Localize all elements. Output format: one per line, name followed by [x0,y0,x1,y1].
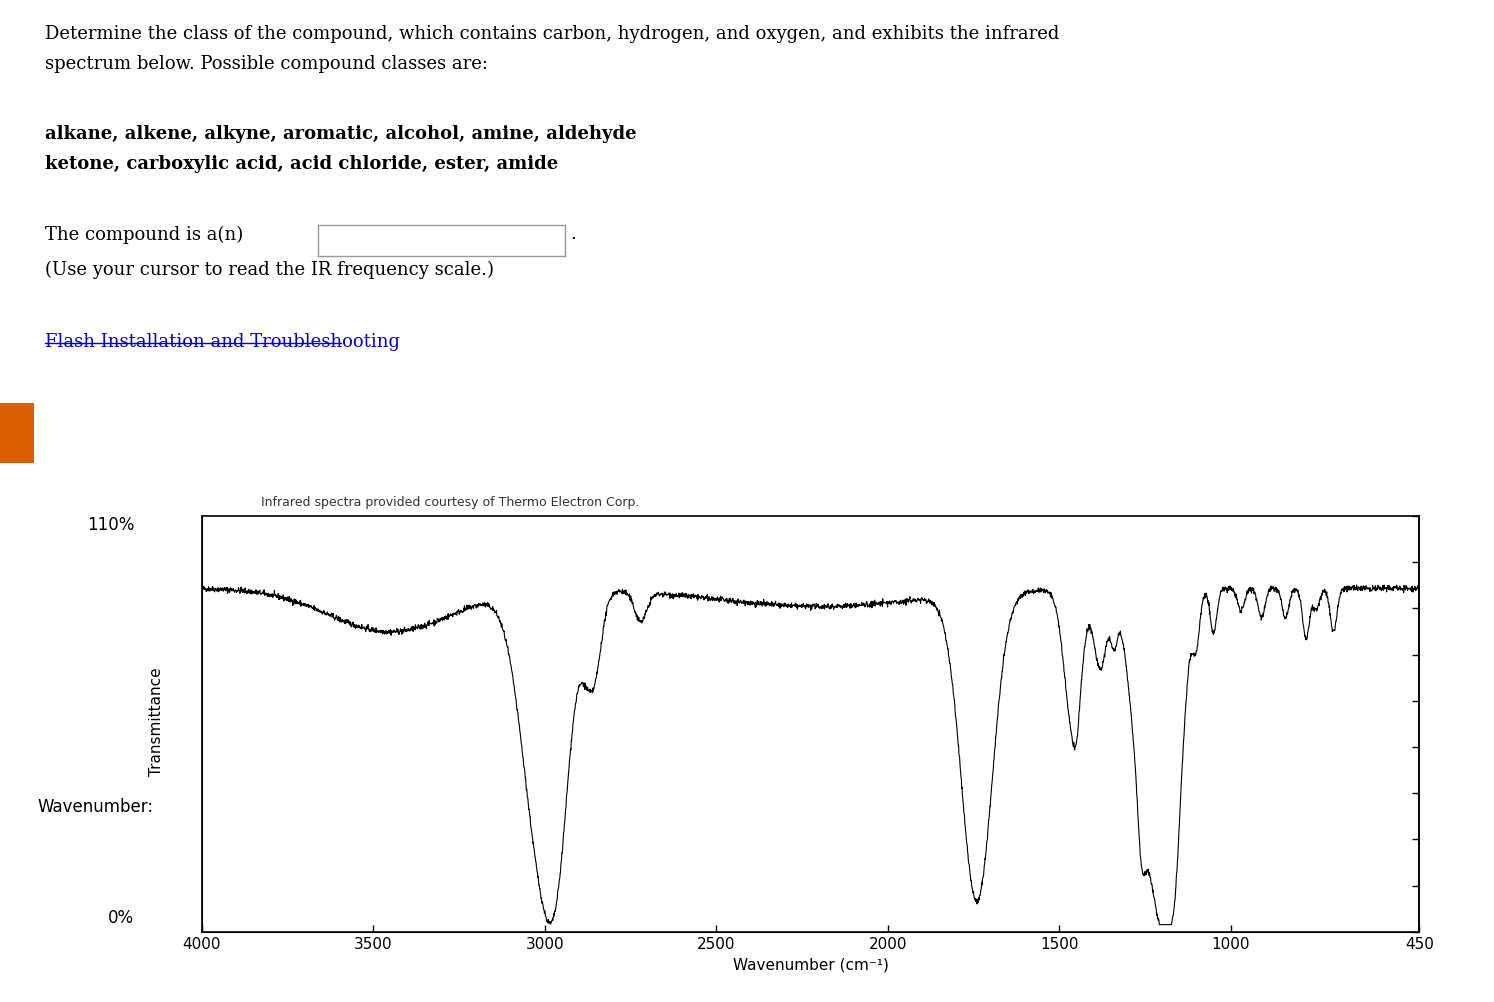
Text: (Use your cursor to read the IR frequency scale.): (Use your cursor to read the IR frequenc… [45,261,495,279]
Text: Determine the class of the compound, which contains carbon, hydrogen, and oxygen: Determine the class of the compound, whi… [45,25,1059,43]
Text: Flash Installation and Troubleshooting: Flash Installation and Troubleshooting [45,333,400,351]
Text: Infrared spectra provided courtesy of Thermo Electron Corp.: Infrared spectra provided courtesy of Th… [261,496,639,509]
Text: 110%: 110% [87,516,134,534]
Text: Wavenumber:: Wavenumber: [37,798,154,816]
Text: ketone, carboxylic acid, acid chloride, ester, amide: ketone, carboxylic acid, acid chloride, … [45,155,559,173]
Text: spectrum below. Possible compound classes are:: spectrum below. Possible compound classe… [45,55,489,73]
Text: The compound is a(n): The compound is a(n) [45,225,244,243]
Text: Transmittance: Transmittance [149,667,164,776]
X-axis label: Wavenumber (cm⁻¹): Wavenumber (cm⁻¹) [732,957,889,972]
Text: .: . [571,225,577,243]
Text: alkane, alkene, alkyne, aromatic, alcohol, amine, aldehyde: alkane, alkene, alkyne, aromatic, alcoho… [45,125,636,143]
Text: 0%: 0% [109,909,134,927]
